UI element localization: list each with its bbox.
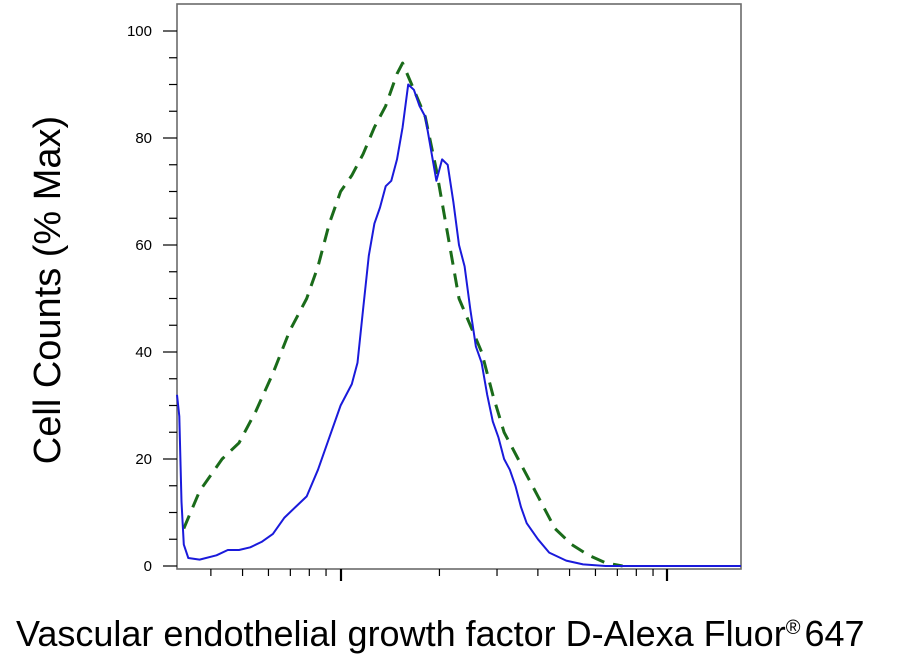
plot-frame: [176, 3, 742, 570]
y-tick-label: 0: [144, 558, 152, 575]
y-tick-label: 40: [135, 344, 152, 361]
y-axis-label: Cell Counts (% Max): [27, 116, 69, 464]
x-axis-label-suffix: 647: [804, 613, 864, 654]
y-tick-label: 100: [127, 23, 152, 40]
y-tick-label: 20: [135, 451, 152, 468]
x-axis: [210, 569, 669, 581]
x-axis-label-main: Vascular endothelial growth factor D-Ale…: [16, 613, 786, 654]
registered-mark: ®: [786, 617, 801, 639]
series-layer: [176, 61, 741, 568]
x-axis-label: Vascular endothelial growth factor D-Ale…: [16, 613, 865, 654]
y-axis: 0 20 40 60 80 100: [127, 23, 177, 575]
solid-series-line: [176, 83, 741, 567]
dashed-series-line: [182, 61, 623, 568]
y-tick-label: 80: [135, 130, 152, 147]
y-tick-label: 60: [135, 237, 152, 254]
